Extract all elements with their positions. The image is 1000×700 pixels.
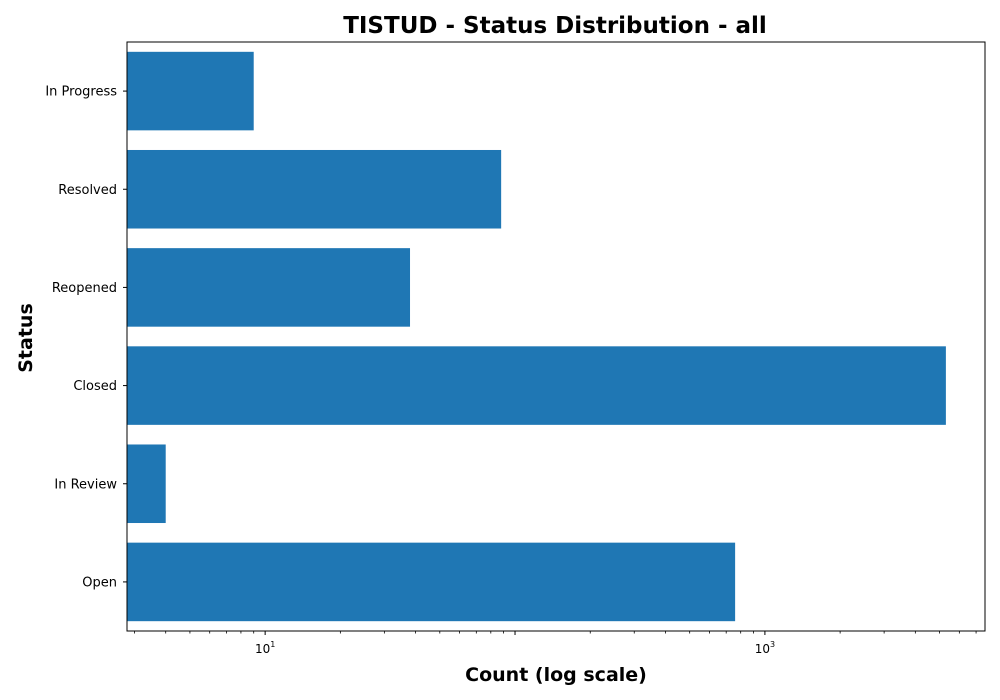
- plot-area: In Progress Resolved Reopened Closed In Revi…: [45, 41, 986, 656]
- plot-frame: [126, 41, 986, 632]
- y-tick-label-reopened: Reopened: [52, 281, 117, 296]
- bars-group: [127, 51, 946, 622]
- y-tick-label-in-review: In Review: [54, 477, 117, 492]
- bar-resolved: [127, 149, 502, 229]
- x-tick-label-10: 101: [255, 640, 275, 656]
- y-tick-label-open: Open: [82, 575, 117, 590]
- y-tick-label-closed: Closed: [73, 379, 117, 394]
- bar-reopened: [127, 248, 411, 327]
- y-tick-label-in-progress: In Progress: [45, 85, 117, 100]
- bar-open: [127, 542, 736, 622]
- bar-in-progress: [127, 51, 254, 131]
- x-axis-label: Count (log scale): [465, 664, 647, 686]
- bar-in-review: [127, 444, 166, 524]
- x-axis-ticks: 101 103: [134, 631, 977, 656]
- x-tick-label-1000: 103: [755, 640, 775, 656]
- y-axis-label: Status: [15, 303, 37, 373]
- chart-title: TISTUD - Status Distribution - all: [343, 13, 767, 39]
- bar-closed: [127, 346, 946, 425]
- y-axis-ticks: In Progress Resolved Reopened Closed In Revi…: [45, 85, 127, 590]
- y-tick-label-resolved: Resolved: [58, 183, 117, 198]
